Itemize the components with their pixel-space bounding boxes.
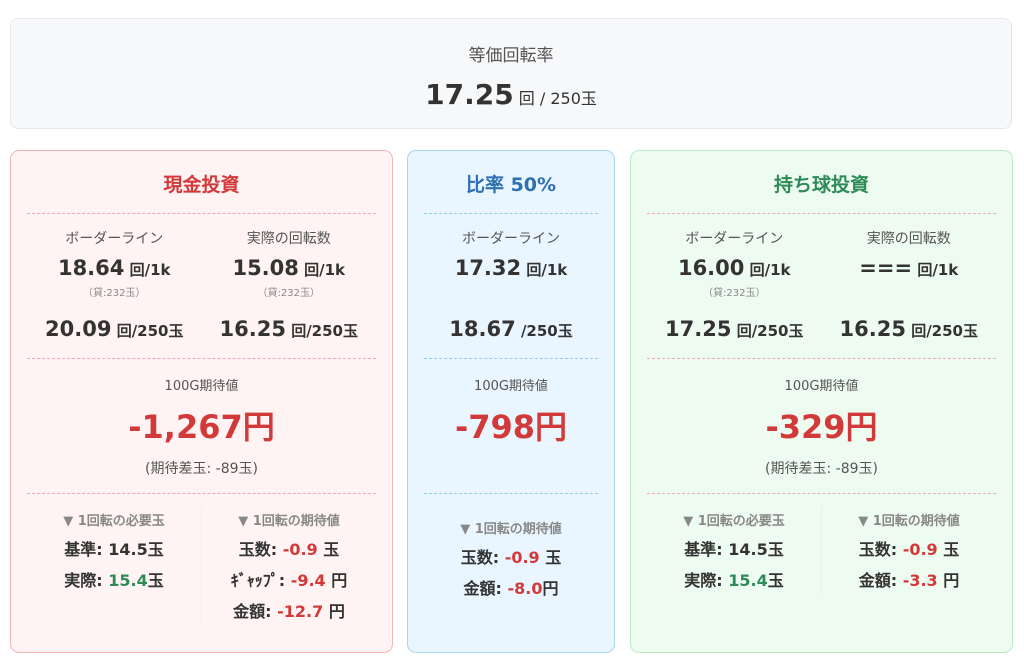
expected-value-section: 100G期待値 -1,267円 (期待差玉: -89玉) [27, 359, 376, 493]
border-line-column: ボーダーライン 17.32 回/1k 18.67 /250玉 [449, 231, 573, 341]
card-title: 比率 50% [465, 174, 557, 196]
expected-value: -1,267円 [128, 408, 275, 446]
border-line-column: ボーダーライン 18.64 回/1k （貸:232玉） 20.09 回/250玉 [45, 231, 184, 341]
border-line-column: ボーダーライン 16.00 回/1k （貸:232玉） 17.25 回/250玉 [665, 231, 804, 341]
expected-value-section: 100G期待値 -329円 (期待差玉: -89玉) [647, 359, 996, 493]
equivalent-rotation-title: 等価回転率 [468, 46, 554, 66]
card-title: 現金投資 [163, 174, 240, 196]
equivalent-rotation-value: 17.25 回 / 250玉 [425, 78, 597, 111]
per-rotation-ev-column: ▼ 1回転の期待値 玉数: -0.9 玉 ｷﾞｬｯﾌﾟ: -9.4 円 金額: … [201, 506, 376, 627]
required-balls-column: ▼ 1回転の必要玉 基準: 14.5玉 実際: 15.4玉 [63, 514, 165, 590]
ratio-card: 比率 50% ボーダーライン 17.32 回/1k 18.67 /250玉 10… [407, 150, 615, 653]
expected-value: -329円 [765, 408, 878, 446]
cash-investment-card: 現金投資 ボーダーライン 18.64 回/1k （貸:232玉） 20.09 回… [10, 150, 393, 653]
actual-rotation-column: 実際の回転数 === 回/1k 16.25 回/250玉 [839, 231, 978, 341]
held-balls-investment-card: 持ち球投資 ボーダーライン 16.00 回/1k （貸:232玉） 17.25 … [630, 150, 1013, 653]
required-balls-column: ▼ 1回転の必要玉 基準: 14.5玉 実際: 15.4玉 [683, 514, 785, 590]
actual-rotation-column: 実際の回転数 15.08 回/1k （貸:232玉） 16.25 回/250玉 [219, 231, 358, 341]
card-title: 持ち球投資 [773, 174, 869, 196]
per-rotation-ev-column: ▼ 1回転の期待値 玉数: -0.9 玉 金額: -8.0円 [460, 522, 562, 598]
expected-value-section: 100G期待値 -798円 [424, 359, 598, 493]
expected-value: -798円 [454, 408, 568, 446]
equivalent-rotation-panel: 等価回転率 17.25 回 / 250玉 [10, 18, 1012, 129]
per-rotation-ev-column: ▼ 1回転の期待値 玉数: -0.9 玉 金額: -3.3 円 [821, 506, 996, 596]
